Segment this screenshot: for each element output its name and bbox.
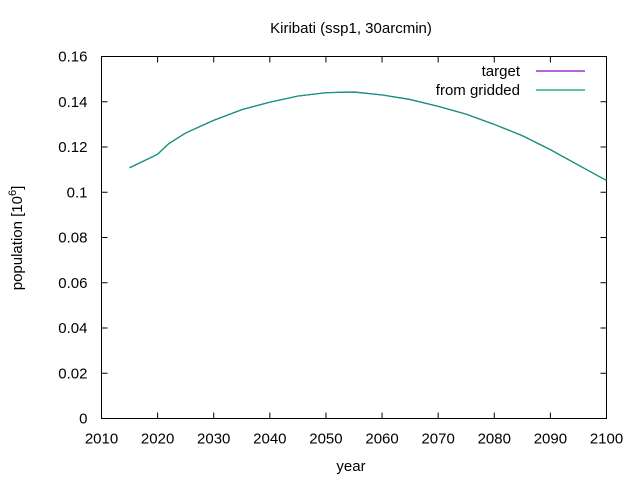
chart-title: Kiribati (ssp1, 30arcmin): [270, 20, 432, 37]
x-tick-label: 2070: [421, 431, 454, 448]
y-tick-label: 0.1: [67, 184, 88, 201]
y-tick-label: 0.12: [58, 139, 87, 156]
legend: target from gridded: [436, 63, 585, 99]
x-tick-label: 2100: [590, 431, 623, 448]
legend-label-target: target: [482, 63, 521, 80]
series-line-from-gridded: [129, 91, 607, 182]
y-tick-label: 0.04: [58, 320, 87, 337]
x-tick-label: 2080: [478, 431, 511, 448]
x-tick-label: 2050: [309, 431, 342, 448]
y-axis-label-exponent: 6: [7, 190, 19, 196]
y-tick-label: 0.08: [58, 230, 87, 247]
y-tick-label: 0.14: [58, 94, 87, 111]
y-axis-label: population [106]: [7, 186, 26, 291]
series-line-target: [129, 91, 607, 182]
x-tick-label: 2090: [534, 431, 567, 448]
x-tick-label: 2060: [365, 431, 398, 448]
series-lines: [129, 91, 607, 182]
y-axis-label-text: population [10: [9, 196, 26, 290]
x-tick-label: 2040: [253, 431, 286, 448]
x-tick-label: 2010: [85, 431, 118, 448]
plot-frame: [101, 56, 607, 419]
x-axis-ticks: 2010 2020 2030 2040 2050 2060 2070 2080 2090 2100: [85, 56, 623, 448]
legend-label-from-gridded: from gridded: [436, 82, 520, 99]
x-tick-label: 2020: [141, 431, 174, 448]
y-tick-label: 0.16: [58, 49, 87, 66]
x-tick-label: 2030: [197, 431, 230, 448]
y-tick-label: 0.02: [58, 365, 87, 382]
y-tick-label: 0.06: [58, 275, 87, 292]
y-axis-label-suffix: ]: [9, 186, 26, 190]
y-axis-ticks: 0 0.02 0.04 0.06 0.08 0.1 0.12 0.14 0.16: [58, 49, 607, 428]
x-axis-label: year: [336, 458, 365, 475]
y-tick-label: 0: [79, 411, 87, 428]
